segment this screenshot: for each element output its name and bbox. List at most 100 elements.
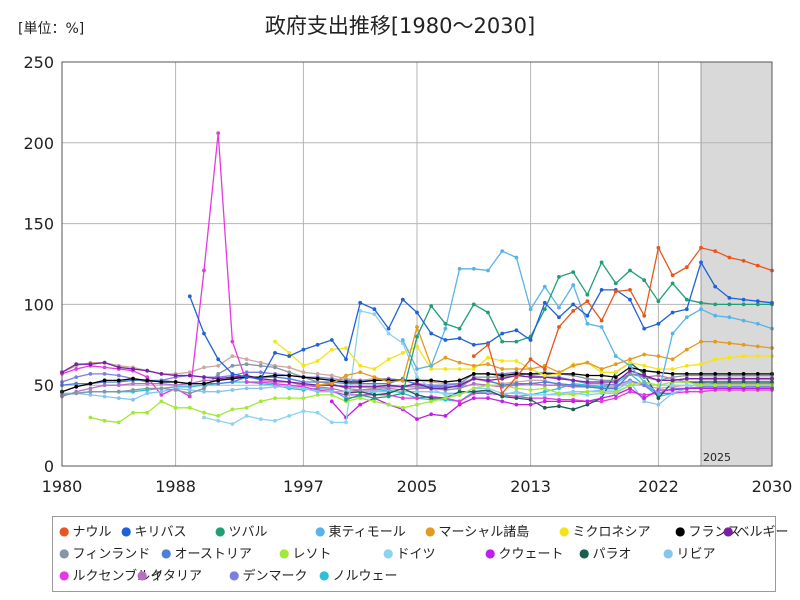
data-point	[514, 381, 519, 386]
data-point	[670, 310, 675, 315]
data-point	[741, 386, 746, 391]
data-point	[542, 393, 547, 397]
data-point	[344, 384, 348, 389]
data-point	[599, 389, 604, 394]
data-point	[415, 325, 419, 329]
data-point	[656, 391, 661, 396]
data-point	[429, 399, 434, 404]
data-point	[542, 367, 547, 371]
data-point	[514, 359, 519, 363]
data-point	[386, 326, 391, 331]
data-point	[372, 381, 377, 386]
data-point	[315, 376, 320, 381]
data-point	[287, 396, 292, 400]
data-point	[159, 399, 164, 404]
data-point	[613, 386, 618, 391]
data-point	[514, 367, 519, 371]
data-point	[386, 402, 391, 407]
data-point	[486, 355, 490, 360]
data-point	[514, 375, 519, 379]
series-キリバス	[187, 260, 774, 381]
data-point	[471, 376, 476, 381]
data-point	[202, 389, 206, 394]
data-point	[571, 363, 576, 368]
data-point	[755, 344, 760, 349]
legend-label: ツバル	[228, 525, 268, 540]
legend-label: オーストリア	[174, 547, 252, 562]
data-point	[699, 380, 703, 384]
data-point	[557, 275, 561, 279]
data-point	[344, 346, 348, 350]
y-tick-label: 0	[44, 457, 54, 476]
legend-swatch-icon: ●	[229, 567, 240, 582]
data-point	[613, 362, 618, 367]
series-line	[189, 260, 773, 380]
data-point	[713, 383, 718, 388]
data-point	[244, 386, 249, 391]
data-point	[713, 380, 718, 384]
data-point	[244, 414, 249, 418]
x-tick-label: 2022	[638, 477, 679, 496]
data-point	[613, 375, 618, 379]
legend-swatch-icon: ●	[59, 567, 70, 582]
data-point	[187, 370, 192, 375]
data-point	[656, 370, 661, 375]
data-point	[116, 378, 121, 383]
data-point	[344, 380, 348, 384]
data-point	[670, 388, 675, 392]
data-point	[457, 389, 462, 394]
data-point	[273, 384, 277, 389]
data-point	[471, 302, 476, 307]
data-point	[628, 372, 632, 376]
data-point	[528, 381, 533, 386]
data-point	[131, 397, 135, 402]
data-point	[699, 307, 703, 312]
legend-swatch-icon: ●	[59, 523, 70, 538]
data-point	[500, 359, 505, 363]
legend-label: ノルウェー	[332, 569, 398, 584]
data-point	[599, 380, 604, 384]
data-point	[670, 357, 675, 362]
data-point	[486, 310, 490, 315]
data-point	[173, 383, 178, 388]
data-point	[684, 376, 689, 381]
legend-swatch-icon: ●	[161, 545, 172, 560]
series-ツバル	[344, 260, 774, 402]
data-point	[613, 289, 618, 294]
data-point	[699, 362, 703, 367]
legend-item: ● ツバル	[215, 521, 268, 541]
data-point	[741, 342, 746, 347]
data-point	[102, 378, 107, 383]
data-point	[486, 268, 490, 273]
data-point	[443, 380, 448, 384]
data-point	[528, 375, 533, 379]
data-point	[443, 396, 448, 400]
data-point	[329, 420, 334, 425]
data-point	[372, 399, 377, 404]
data-point	[585, 402, 590, 407]
data-point	[301, 363, 306, 368]
data-point	[670, 367, 675, 371]
legend-item: ● イタリア	[137, 565, 202, 585]
data-point	[755, 263, 760, 268]
legend-item: ● キリバス	[121, 521, 187, 541]
data-point	[684, 380, 689, 384]
data-point	[727, 372, 732, 376]
data-point	[684, 363, 689, 368]
data-point	[116, 420, 121, 425]
data-point	[656, 321, 661, 326]
data-point	[585, 321, 590, 326]
data-point	[159, 389, 164, 394]
data-point	[755, 372, 760, 376]
data-point	[727, 355, 732, 360]
data-point	[528, 388, 533, 392]
data-point	[131, 376, 135, 381]
legend-item: ● 東ティモール	[315, 521, 406, 541]
data-point	[244, 370, 249, 375]
x-tick-label: 1997	[283, 477, 324, 496]
data-point	[273, 418, 277, 423]
legend-swatch-icon: ●	[59, 545, 70, 560]
legend-swatch-icon: ●	[579, 545, 590, 560]
data-point	[273, 339, 277, 344]
data-point	[429, 378, 434, 383]
